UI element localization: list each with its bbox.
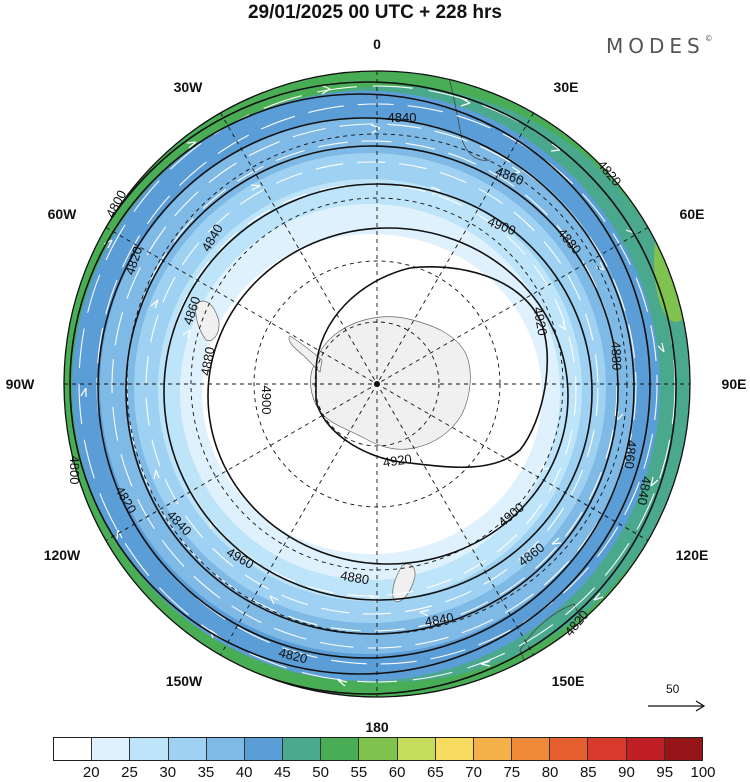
colorbar-swatch <box>626 738 665 760</box>
colorbar-tick-label: 45 <box>274 764 291 781</box>
lon-label-150e: 150E <box>552 673 585 689</box>
colorbar-swatch <box>54 738 93 760</box>
colorbar-swatch <box>168 738 207 760</box>
colorbar-swatch <box>550 738 589 760</box>
colorbar-tick-label: 65 <box>427 764 444 781</box>
colorbar-swatch <box>244 738 284 760</box>
colorbar-tick-label: 90 <box>618 764 635 781</box>
colorbar-swatch <box>321 738 360 760</box>
colorbar-tick-label: 25 <box>121 764 138 781</box>
contour-label: 4880 <box>198 346 218 377</box>
polar-map: 4920 4920 4900 4900 4900 4880 4880 4880 … <box>6 36 747 735</box>
colorbar-swatch <box>283 738 322 760</box>
contour-label: 4820 <box>277 645 309 667</box>
colorbar-tick-label: 70 <box>465 764 482 781</box>
brand-mark: © <box>704 34 713 43</box>
lon-label-120e: 120E <box>676 547 709 563</box>
lon-label-180: 180 <box>365 719 389 735</box>
wind-speed-colorbar <box>53 737 703 761</box>
geopotential-contours <box>64 81 677 695</box>
colorbar-tick-label: 85 <box>579 764 597 781</box>
lon-label-60e: 60E <box>680 206 705 222</box>
lon-label-30e: 30E <box>554 79 579 95</box>
colorbar-tick-label: 75 <box>503 764 521 781</box>
contour-4920 <box>315 266 549 469</box>
lon-label-0: 0 <box>373 36 381 52</box>
longitude-label-layer: 0 30E 60E 90E 120E 150E 180 150W 120W 90… <box>6 36 747 735</box>
contour-4880 <box>163 183 593 601</box>
colorbar-swatch <box>588 738 627 760</box>
lon-label-120w: 120W <box>44 547 81 563</box>
contour-label: 4800 <box>67 456 82 485</box>
contour-label: 4880 <box>339 568 370 588</box>
colorbar-tick-label: 40 <box>235 764 253 781</box>
brand-text: MODES <box>606 34 705 58</box>
contour-4840 <box>97 117 635 659</box>
colorbar-swatch <box>130 738 169 760</box>
contour-label: 4840 <box>388 110 417 125</box>
colorbar-tick-label: 55 <box>350 764 368 781</box>
colorbar-swatch <box>92 738 131 760</box>
lon-label-150w: 150W <box>166 673 203 689</box>
lon-label-90w: 90W <box>6 376 36 392</box>
colorbar-tick-label: 30 <box>159 764 177 781</box>
contour-label: 4900 <box>259 386 274 415</box>
contour-label: 4920 <box>382 451 413 470</box>
africa-coast <box>447 73 491 161</box>
colorbar-tick-label: 95 <box>656 764 674 781</box>
antarctic-peninsula <box>288 335 323 373</box>
south-pole-dot <box>374 381 380 387</box>
contour-label: 4860 <box>622 439 640 469</box>
lon-label-30w: 30W <box>174 79 204 95</box>
colorbar-swatch <box>206 738 245 760</box>
colorbar-swatch <box>664 738 702 760</box>
contour-4900 <box>207 227 569 565</box>
colorbar-swatch <box>512 738 551 760</box>
brand-logo: MODES© <box>606 34 713 58</box>
contour-label: 4880 <box>608 341 624 370</box>
map-boundary <box>63 70 691 698</box>
colorbar-tick-label: 60 <box>388 764 406 781</box>
colorbar-tick-label: 50 <box>312 764 329 781</box>
lon-label-60w: 60W <box>48 206 78 222</box>
contour-4860 <box>125 145 619 635</box>
colorbar-swatch <box>473 738 513 760</box>
reference-vector-label: 50 <box>666 682 680 696</box>
colorbar-tick-label: 80 <box>541 764 559 781</box>
contour-4800 <box>64 81 677 695</box>
contour-label: 4920 <box>531 306 551 337</box>
colorbar-swatch <box>359 738 398 760</box>
reference-vector-arrow <box>648 700 706 712</box>
contour-label: 4840 <box>635 475 655 506</box>
colorbar-tick-label: 100 <box>690 764 716 781</box>
page-title: 29/01/2025 00 UTC + 228 hrs <box>247 2 503 23</box>
colorbar-tick-labels: 20 25 30 35 40 45 50 55 60 65 70 75 80 85 90 95 100 <box>53 764 716 782</box>
colorbar-tick-label: 35 <box>197 764 215 781</box>
colorbar-tick-label: 20 <box>82 764 100 781</box>
colorbar-swatch <box>435 738 474 760</box>
contour-label: 4840 <box>424 610 455 630</box>
lon-label-90e: 90E <box>722 376 747 392</box>
colorbar-swatch <box>397 738 436 760</box>
